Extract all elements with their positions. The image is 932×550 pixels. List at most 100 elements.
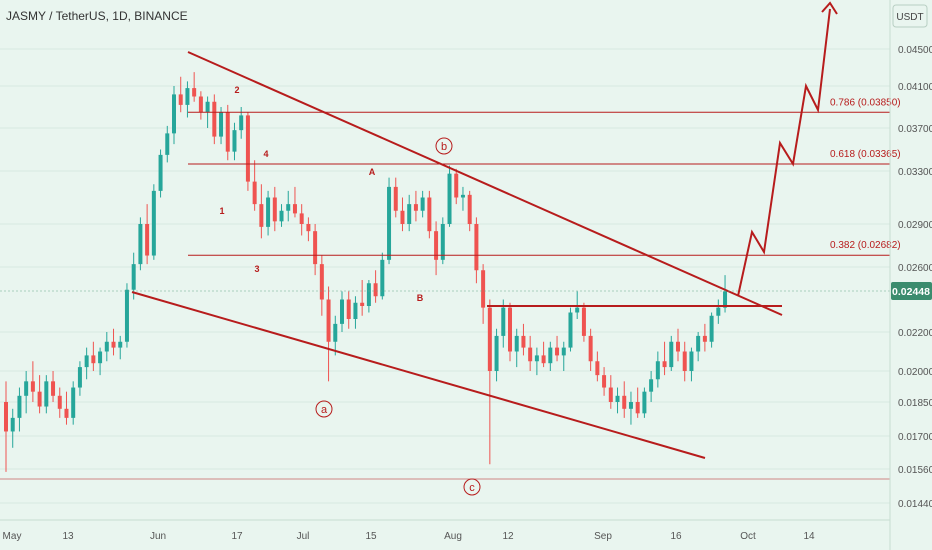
candle-body	[702, 335, 707, 342]
candle-body	[555, 347, 560, 356]
candle-body	[252, 181, 257, 205]
candle-body	[232, 130, 237, 152]
currency-box[interactable]	[892, 4, 928, 28]
time-tick-label: 16	[670, 531, 682, 542]
wave-label: c	[469, 482, 475, 494]
candle-body	[346, 299, 351, 319]
candle-body	[602, 375, 607, 388]
candle-body	[521, 335, 526, 348]
candle-body	[487, 307, 492, 371]
candle-body	[30, 381, 35, 392]
candle-body	[91, 355, 96, 364]
candle-body	[272, 197, 277, 222]
candle-series	[4, 72, 728, 472]
candle-body	[387, 186, 392, 260]
candle-body	[131, 264, 136, 290]
candle-body	[17, 395, 22, 418]
candle-body	[689, 351, 694, 371]
candle-body	[494, 335, 499, 371]
candle-body	[118, 341, 123, 348]
candle-body	[366, 283, 371, 306]
wave-label-circle	[315, 400, 333, 418]
candle-body	[178, 94, 183, 105]
time-tick-label: 17	[231, 531, 243, 542]
price-tick-label: 0.04100	[898, 82, 932, 93]
price-tick-label: 0.03300	[898, 167, 932, 178]
wave-label-circle	[435, 137, 453, 155]
candle-body	[71, 387, 76, 418]
projection-arrowhead	[821, 1, 838, 15]
candle-body	[98, 351, 103, 364]
candle-body	[474, 224, 479, 271]
candle-body	[669, 341, 674, 368]
candle-body	[205, 101, 210, 113]
candle-body	[219, 112, 224, 137]
candle-body	[709, 315, 714, 342]
candle-body	[400, 210, 405, 224]
candle-body	[326, 299, 331, 342]
wedge-upper-trendline	[187, 51, 783, 316]
projection-path	[737, 8, 831, 297]
wave-label: b	[441, 141, 447, 153]
candle-body	[561, 347, 566, 356]
candle-body	[655, 361, 660, 380]
candle-body	[313, 231, 318, 265]
candle-body	[4, 402, 8, 432]
candle-body	[319, 264, 324, 300]
wave-label: A	[369, 167, 376, 177]
time-tick-label: 14	[803, 531, 815, 542]
time-tick-label: 13	[62, 531, 74, 542]
wave-label: 2	[234, 85, 239, 95]
candle-body	[24, 381, 29, 396]
wave-label: 4	[263, 149, 268, 159]
candle-body	[84, 355, 89, 368]
time-axis: May 13 Jun 17 Jul 15 Aug 12 Sep 16 Oct 14	[3, 531, 815, 542]
wedge-lower-trendline	[131, 291, 706, 459]
price-tick-label: 0.03700	[898, 124, 932, 135]
wave-label: B	[417, 293, 424, 303]
price-tick-label: 0.02900	[898, 220, 932, 231]
candle-body	[662, 361, 667, 368]
price-tick-label: 0.01700	[898, 432, 932, 443]
candle-body	[568, 312, 573, 348]
candle-body	[420, 197, 425, 211]
time-tick-label: Sep	[594, 531, 612, 542]
candle-body	[51, 381, 56, 396]
candle-body	[37, 391, 42, 407]
candle-body	[77, 367, 82, 388]
candle-body	[353, 302, 358, 319]
candle-body	[501, 307, 506, 336]
candle-body	[534, 355, 539, 362]
price-tick-label: 0.01850	[898, 398, 932, 409]
candle-body	[447, 173, 452, 224]
candle-body	[360, 302, 365, 306]
wave-label: 1	[219, 206, 224, 216]
candle-body	[172, 94, 176, 134]
candle-body	[306, 224, 311, 232]
fib-level-label: 0.786 (0.03850)	[830, 97, 901, 108]
candle-body	[716, 307, 721, 316]
candle-body	[440, 224, 445, 260]
candle-body	[628, 402, 633, 409]
candle-body	[622, 395, 627, 409]
candle-body	[44, 381, 49, 407]
candle-body	[340, 299, 344, 324]
candle-body	[266, 197, 271, 227]
candle-body	[185, 88, 190, 105]
time-tick-label: Jul	[297, 531, 310, 542]
currency-label: USDT	[896, 12, 923, 23]
candle-body	[239, 115, 244, 131]
candle-body	[286, 204, 291, 211]
candle-body	[642, 391, 647, 414]
candle-body	[682, 351, 687, 371]
candle-body	[279, 210, 284, 222]
candle-body	[481, 270, 486, 308]
candle-body	[225, 112, 230, 152]
candle-body	[393, 186, 398, 211]
candle-body	[373, 283, 378, 297]
last-price-label: 0.02448	[892, 286, 930, 298]
candle-body	[198, 96, 203, 113]
